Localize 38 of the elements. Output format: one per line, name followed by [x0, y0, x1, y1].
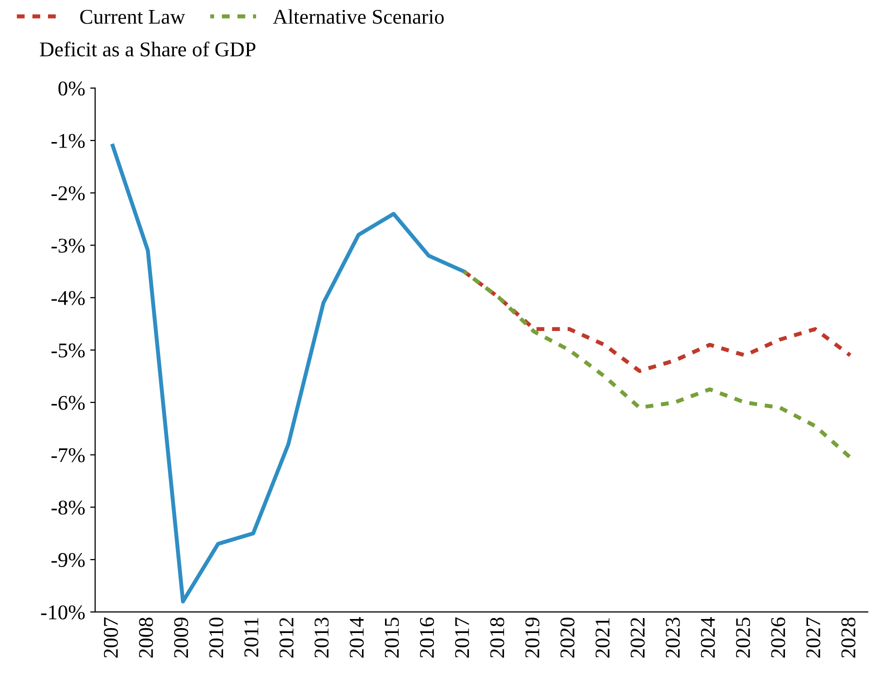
x-tick-label: 2024 — [700, 617, 715, 658]
x-tick-label: 2023 — [666, 618, 680, 658]
x-tick-label: 2021 — [596, 618, 610, 658]
x-tick-label: 2026 — [771, 617, 786, 658]
x-tick-label: 2010 — [209, 618, 224, 658]
y-tick-label: -8% — [52, 500, 85, 515]
line-series — [110, 144, 466, 604]
y-tick-label: -10% — [41, 605, 85, 620]
y-tick-label: -6% — [52, 396, 85, 410]
y-tick-label: -1% — [52, 134, 85, 148]
x-tick-label: 2007 — [104, 617, 118, 658]
x-tick-label: 2019 — [525, 618, 540, 658]
y-tick-label: -2% — [52, 186, 85, 200]
x-tick-label: 2009 — [174, 618, 188, 658]
x-tick-label: 2013 — [314, 618, 329, 658]
x-tick-label: 2015 — [384, 618, 399, 658]
x-tick-label: 2008 — [138, 618, 154, 658]
chart-title: Deficit as a Share of GDP — [40, 42, 256, 56]
legend-label: Alternative Scenario — [272, 9, 444, 24]
legend-label: Current Law — [80, 10, 186, 24]
x-tick-label: 2011 — [244, 618, 258, 657]
y-tick-label: -3% — [52, 238, 85, 253]
line-series — [462, 270, 852, 460]
y-tick-label: -5% — [52, 343, 85, 358]
y-tick-label: -9% — [52, 552, 85, 568]
y-tick-label: 0% — [58, 81, 85, 96]
x-tick-label: 2016 — [420, 617, 434, 658]
y-tick-label: -7% — [52, 448, 85, 462]
x-tick-label: 2014 — [350, 617, 364, 658]
x-tick-label: 2020 — [560, 618, 574, 658]
x-tick-label: 2028 — [841, 618, 856, 658]
x-tick-label: 2022 — [630, 618, 645, 658]
x-tick-label: 2025 — [736, 618, 750, 658]
x-tick-label: 2027 — [806, 617, 820, 658]
x-tick-label: 2017 — [455, 617, 470, 658]
x-tick-label: 2012 — [279, 618, 294, 658]
x-tick-label: 2018 — [490, 618, 504, 658]
y-tick-label: -4% — [52, 291, 85, 306]
